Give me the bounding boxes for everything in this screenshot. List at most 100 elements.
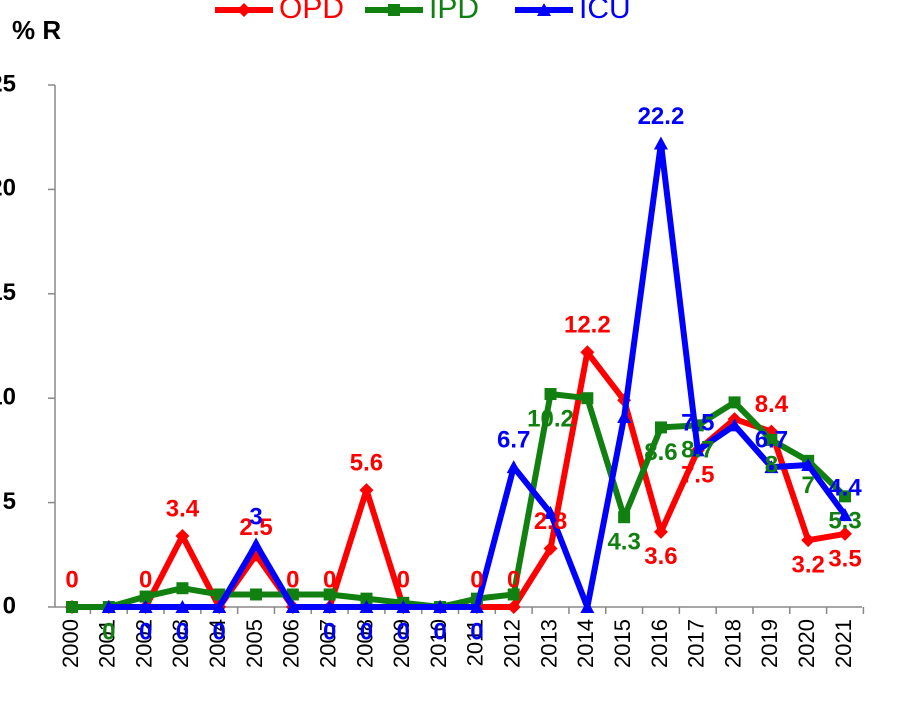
data-label: 0 (213, 618, 226, 645)
x-tick-label: 2013 (536, 619, 561, 668)
data-label: 8 (765, 451, 778, 478)
data-label: 0 (323, 618, 336, 645)
marker (765, 433, 778, 446)
data-label: 0 (102, 618, 115, 645)
marker (249, 537, 264, 551)
data-label: 4.3 (607, 529, 640, 556)
x-tick-label: 2016 (647, 619, 672, 668)
marker (543, 541, 558, 556)
data-label: 7 (802, 472, 815, 499)
y-tick-label: 15 (0, 279, 16, 306)
x-tick-label: 2008 (352, 619, 377, 668)
marker (212, 600, 227, 613)
line (72, 391, 848, 610)
line (72, 349, 846, 610)
marker (250, 588, 263, 601)
marker (433, 600, 448, 613)
marker (727, 418, 742, 432)
x-tick-label: 2003 (168, 619, 193, 668)
data-label: 6.7 (497, 426, 530, 453)
marker (396, 600, 411, 613)
data-label: 0 (507, 566, 520, 593)
x-tick-label: 2018 (720, 619, 745, 668)
marker (728, 396, 741, 409)
legend-label: ICU (579, 0, 631, 25)
marker (838, 526, 852, 541)
y-tick-label: 10 (0, 384, 16, 411)
x-tick-label: 2006 (279, 619, 304, 668)
x-tick-label: 2014 (573, 619, 598, 668)
marker (764, 460, 779, 474)
marker (801, 458, 816, 472)
x-tick-label: 2021 (831, 619, 856, 668)
marker (285, 600, 300, 613)
marker (469, 600, 484, 613)
marker (323, 588, 336, 601)
data-label: 3.5 (828, 545, 861, 572)
data-label: 22.2 (638, 103, 685, 130)
x-tick-label: 2017 (684, 619, 709, 668)
marker (654, 421, 667, 434)
x-tick-label: 2005 (242, 619, 267, 668)
marker (617, 409, 632, 423)
legend-label: OPD (279, 0, 344, 25)
x-tick-label: 2009 (389, 619, 414, 668)
x-tick-label: 2015 (610, 619, 635, 668)
data-label: 5.3 (828, 508, 861, 535)
data-label: 0 (139, 618, 152, 645)
marker (175, 600, 190, 613)
y-tick-label: 0 (3, 592, 16, 619)
data-label: 2.5 (239, 514, 272, 541)
x-tick-label: 2010 (426, 619, 451, 668)
data-label: 10.2 (527, 405, 574, 432)
marker (544, 388, 557, 401)
y-axis-label: % R (12, 15, 61, 45)
data-label: 0 (397, 618, 410, 645)
marker (580, 600, 595, 613)
data-label: 4.4 (828, 474, 862, 501)
marker (176, 582, 189, 595)
marker (543, 506, 558, 520)
x-tick-label: 2000 (58, 619, 83, 668)
marker (139, 590, 152, 603)
data-label: 12.2 (564, 312, 611, 339)
data-label: 2.8 (534, 508, 567, 535)
marker (537, 3, 551, 16)
x-tick-label: 2019 (757, 619, 782, 668)
data-label: 5.6 (350, 449, 383, 476)
marker (507, 588, 520, 601)
marker (237, 3, 251, 17)
data-label: 6.7 (755, 426, 788, 453)
line (108, 140, 848, 610)
data-label: 0 (470, 618, 483, 645)
marker (506, 460, 521, 474)
x-tick-label: 2020 (794, 619, 819, 668)
data-label: 0 (286, 566, 299, 593)
marker (359, 600, 374, 613)
marker (322, 600, 337, 613)
data-label: 0 (360, 618, 373, 645)
marker (101, 600, 116, 613)
data-label: 3.2 (792, 552, 825, 579)
marker (580, 345, 595, 360)
marker (838, 508, 852, 522)
x-tick-label: 2002 (131, 619, 156, 668)
data-label: 3.4 (166, 495, 200, 522)
x-tick-label: 2011 (463, 619, 488, 666)
y-tick-label: 20 (0, 175, 16, 202)
marker (175, 529, 190, 544)
data-label: 0 (139, 566, 152, 593)
marker (138, 600, 153, 613)
x-tick-label: 2001 (95, 619, 120, 668)
data-label: 8.4 (755, 391, 789, 418)
data-label: 0 (176, 618, 189, 645)
data-label: 0 (323, 566, 336, 593)
data-label: 0 (470, 566, 483, 593)
marker (690, 443, 705, 457)
marker (66, 601, 78, 613)
marker (581, 392, 594, 405)
marker (839, 490, 851, 503)
marker (388, 4, 400, 16)
data-label: 8.6 (644, 439, 677, 466)
